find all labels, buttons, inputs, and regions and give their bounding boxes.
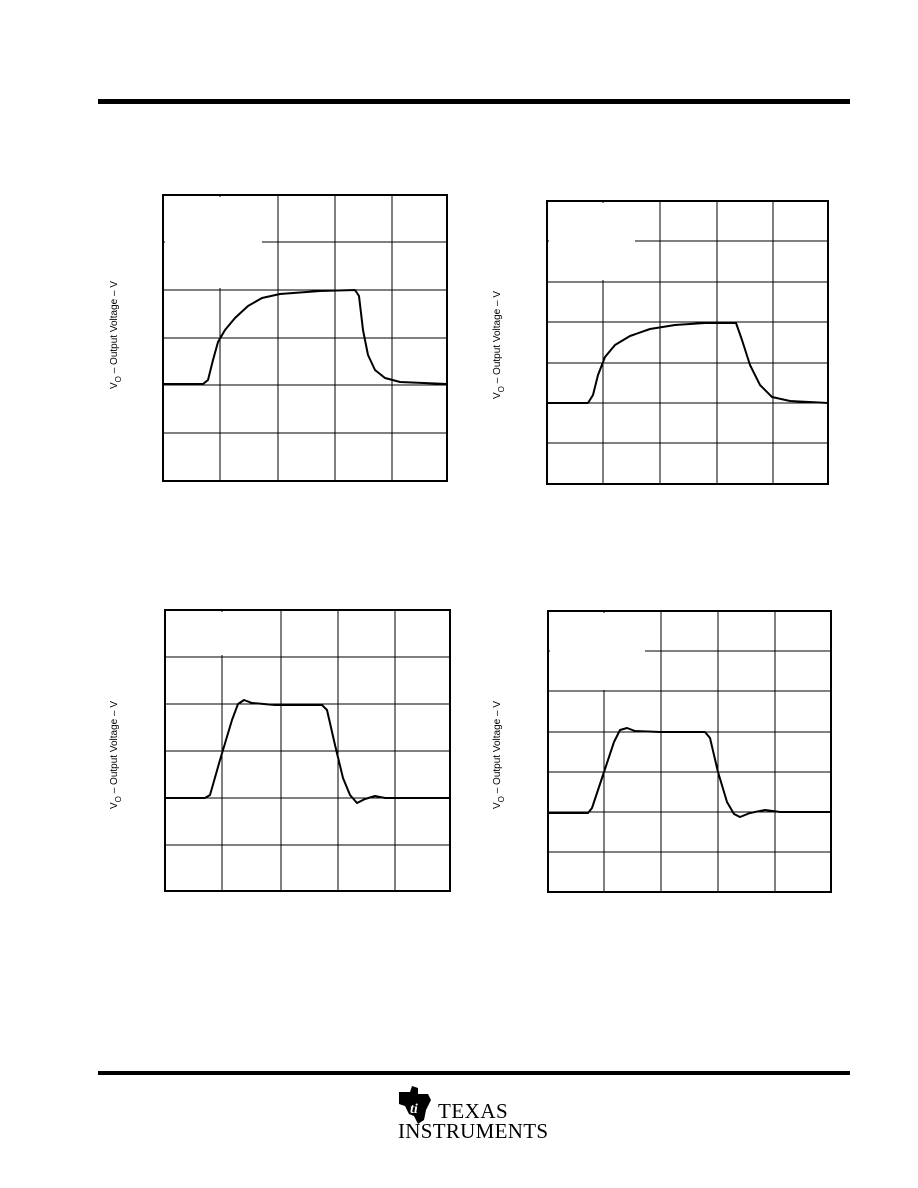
- y-label-subscript: O: [114, 376, 123, 382]
- y-axis-label: VO – Output Voltage – V: [109, 701, 123, 809]
- y-axis-label: VO – Output Voltage – V: [492, 701, 506, 809]
- waveform: [165, 699, 450, 804]
- scope-plot: VO – Output Voltage – V: [492, 610, 832, 893]
- y-label-symbol: V: [109, 382, 120, 389]
- logo-line1: TEXAS: [438, 1099, 508, 1123]
- waveform: [547, 322, 829, 404]
- logo-line2: INSTRUMENTS: [398, 1119, 548, 1143]
- y-label-symbol: V: [492, 802, 503, 809]
- plot-frame: [164, 609, 451, 892]
- legend-blank: [167, 612, 261, 655]
- ti-logo: ti TEXAS INSTRUMENTS: [398, 1086, 548, 1143]
- scope-plot: VO – Output Voltage – V: [492, 200, 829, 485]
- plot-frame: [546, 200, 829, 485]
- ti-emblem-mark: ti: [410, 1102, 418, 1117]
- y-axis-label: VO – Output Voltage – V: [109, 281, 123, 389]
- legend-blank: [165, 197, 262, 288]
- y-label-subscript: O: [114, 796, 123, 802]
- ti-emblem: [399, 1086, 431, 1124]
- y-axis-label: VO – Output Voltage – V: [492, 291, 506, 399]
- waveform: [548, 727, 831, 818]
- bottom-rule: [98, 1071, 850, 1075]
- scope-plot: VO – Output Voltage – V: [109, 194, 448, 482]
- y-label-text: – Output Voltage – V: [492, 291, 503, 386]
- waveform: [163, 289, 448, 385]
- plot-frame: [547, 610, 832, 893]
- y-label-subscript: O: [497, 386, 506, 392]
- top-rule: [98, 99, 850, 104]
- legend-blank: [550, 613, 645, 690]
- y-label-symbol: V: [109, 802, 120, 809]
- y-label-subscript: O: [497, 796, 506, 802]
- y-label-symbol: V: [492, 392, 503, 399]
- scope-plot: VO – Output Voltage – V: [109, 609, 451, 892]
- plot-frame: [162, 194, 448, 482]
- y-label-text: – Output Voltage – V: [492, 701, 503, 796]
- y-label-text: – Output Voltage – V: [109, 701, 120, 796]
- y-label-text: – Output Voltage – V: [109, 281, 120, 376]
- legend-blank: [549, 203, 635, 280]
